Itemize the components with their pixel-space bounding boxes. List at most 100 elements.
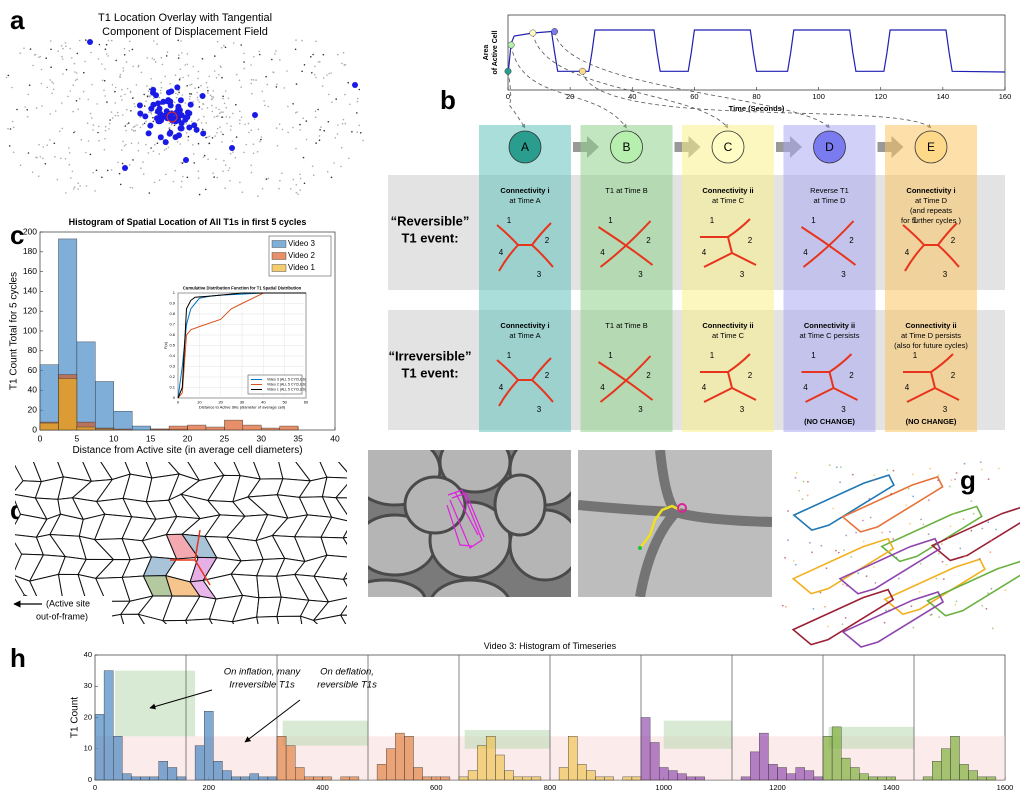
speckle <box>64 42 67 44</box>
y-tick-label: 20 <box>84 712 92 721</box>
speckle <box>145 143 147 146</box>
speckle <box>207 92 209 94</box>
histogram-bar <box>977 776 988 781</box>
panel-label: b <box>440 85 456 115</box>
speckle <box>158 153 161 155</box>
active-site <box>166 111 178 123</box>
chart-title: Video 3: Histogram of Timeseries <box>484 641 617 651</box>
column-label: E <box>927 140 935 154</box>
y-tick-label: 60 <box>28 365 38 375</box>
histogram-bar <box>224 419 244 431</box>
speckle <box>250 164 252 167</box>
speckle <box>327 121 330 123</box>
speckle <box>103 89 105 92</box>
speckle <box>173 101 176 104</box>
cell-text: at Time C <box>712 196 745 205</box>
speckle <box>212 172 214 174</box>
histogram-bar <box>240 776 250 781</box>
speckle <box>232 42 235 44</box>
histogram-bar <box>242 424 262 431</box>
y-tick-label: 140 <box>23 286 37 296</box>
speckle <box>61 55 63 58</box>
legend-label: Video 3 <box>288 239 316 248</box>
speckle <box>80 138 83 141</box>
speckle <box>178 78 181 81</box>
histogram-bar <box>131 425 151 431</box>
x-tick-label: 1200 <box>769 783 786 792</box>
speckle <box>281 172 283 174</box>
trace-dot <box>937 552 940 555</box>
t1-location <box>122 165 128 171</box>
histogram-bar <box>76 341 96 431</box>
t1-location <box>200 130 207 137</box>
histogram-bar <box>149 776 159 781</box>
speckle <box>275 127 278 129</box>
histogram-bar <box>122 773 132 781</box>
speckle <box>219 65 222 67</box>
trace-dot <box>809 542 811 544</box>
speckle <box>267 177 270 180</box>
edge-label: 2 <box>849 236 854 245</box>
speckle <box>349 103 351 106</box>
y-tick-label: 0 <box>173 395 176 400</box>
speckle <box>218 73 220 76</box>
cell <box>120 613 145 624</box>
x-tick-label: 140 <box>937 92 950 101</box>
speckle <box>224 90 227 92</box>
speckle <box>77 108 79 111</box>
speckle <box>152 120 155 123</box>
x-tick-label: 120 <box>874 92 887 101</box>
speckle <box>202 103 204 105</box>
speckle <box>322 77 325 79</box>
legend-swatch <box>271 264 287 272</box>
row-label: “Reversible” <box>391 213 470 228</box>
speckle <box>163 149 166 151</box>
histogram-bar <box>267 776 278 781</box>
speckle <box>203 154 206 157</box>
trace-dot <box>787 510 789 512</box>
speckle <box>85 151 87 154</box>
speckle <box>123 54 126 56</box>
trace-dot <box>889 530 891 533</box>
histogram-bar <box>968 770 978 781</box>
speckle <box>154 143 156 146</box>
bubble <box>430 578 510 597</box>
speckle <box>186 176 189 179</box>
speckle <box>260 136 263 138</box>
speckle <box>129 186 132 189</box>
trajectory <box>883 558 986 616</box>
speckle <box>234 157 237 159</box>
speckle <box>122 70 125 72</box>
speckle <box>250 64 252 66</box>
speckle <box>253 56 255 58</box>
cell <box>313 575 347 603</box>
t1-location <box>174 109 180 115</box>
legend-label: Video 3 (ALL 5 CYCLES) <box>267 377 306 381</box>
cdf-line <box>177 292 306 399</box>
x-tick-label: 800 <box>544 783 557 792</box>
cell <box>161 619 188 624</box>
speckle <box>203 115 205 118</box>
speckle <box>187 74 190 77</box>
speckle <box>253 118 256 120</box>
histogram-bar <box>959 764 969 781</box>
histogram-bar <box>95 381 114 431</box>
speckle <box>235 103 237 106</box>
y-tick-label: 0.4 <box>169 353 175 358</box>
speckle <box>208 75 210 78</box>
edge-label: 2 <box>951 371 956 380</box>
speckle <box>207 136 209 138</box>
row-label: “Irreversible” <box>388 348 471 363</box>
y-tick-label: 1 <box>173 290 176 295</box>
speckle <box>207 158 209 161</box>
x-tick-label: 60 <box>304 399 309 404</box>
panel-label: h <box>10 643 26 673</box>
histogram-bar <box>850 767 860 781</box>
edge-label: 3 <box>537 270 542 279</box>
speckle <box>12 151 15 154</box>
cell <box>185 618 213 624</box>
speckle <box>212 96 215 98</box>
speckle <box>259 140 261 143</box>
speckle <box>11 120 14 123</box>
speckle <box>135 84 138 86</box>
